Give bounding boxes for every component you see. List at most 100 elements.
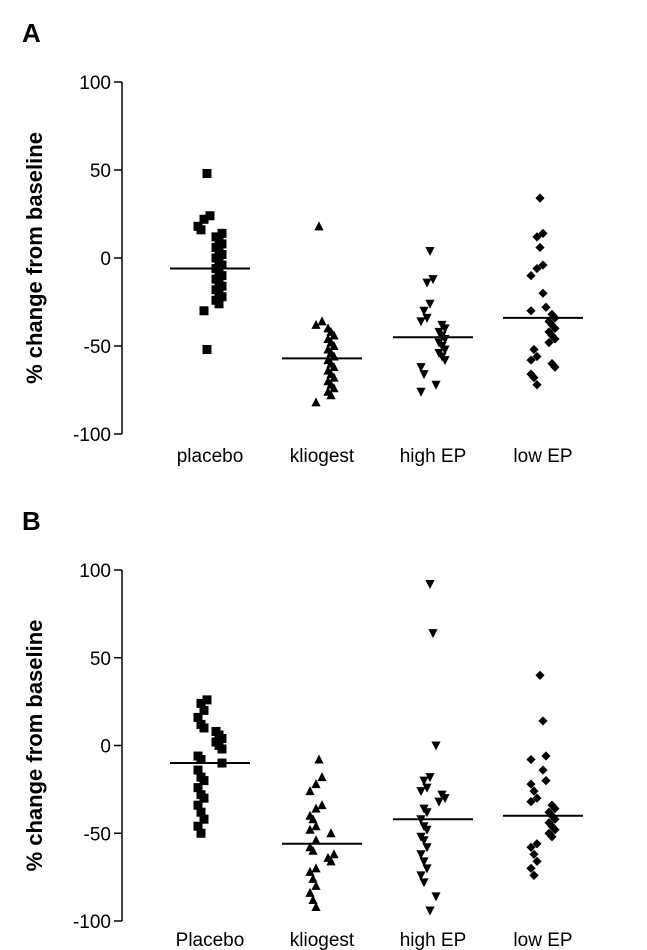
data-point <box>526 842 536 852</box>
y-tick-label: 50 <box>90 649 111 670</box>
data-point <box>538 716 548 726</box>
data-point <box>544 316 554 326</box>
data-point <box>416 787 426 797</box>
data-point <box>217 239 227 249</box>
data-point <box>541 302 551 312</box>
y-tick-label: -50 <box>84 337 111 358</box>
data-point <box>526 797 536 807</box>
data-point <box>202 345 212 355</box>
data-point <box>550 825 560 835</box>
data-point <box>196 698 206 708</box>
data-point <box>541 776 551 786</box>
data-point <box>440 345 450 355</box>
data-point <box>326 828 336 838</box>
y-tick-label: 0 <box>100 737 111 758</box>
x-category-label: placebo <box>177 446 244 467</box>
data-point <box>431 892 441 902</box>
data-point <box>535 193 545 203</box>
data-point <box>311 880 321 890</box>
data-point <box>422 843 432 853</box>
data-point <box>550 323 560 333</box>
panel-label: B <box>22 506 41 536</box>
data-point <box>311 821 321 831</box>
data-point <box>205 211 215 221</box>
data-point <box>428 275 438 285</box>
data-point <box>431 380 441 390</box>
data-point <box>428 629 438 639</box>
data-point <box>547 821 557 831</box>
x-category-label: low EP <box>513 446 572 467</box>
data-point <box>193 783 203 793</box>
data-point <box>199 793 209 803</box>
data-point <box>199 723 209 733</box>
data-point <box>202 169 212 179</box>
data-point <box>199 776 209 786</box>
data-point <box>419 857 429 867</box>
data-point <box>311 319 321 329</box>
data-point <box>199 705 209 715</box>
data-point <box>416 317 426 327</box>
data-point <box>526 306 536 316</box>
data-point <box>199 306 209 316</box>
data-point <box>529 373 539 383</box>
data-point <box>422 278 432 288</box>
data-point <box>422 808 432 818</box>
data-point <box>419 776 429 786</box>
data-point <box>535 242 545 253</box>
data-point <box>535 670 545 680</box>
x-category-label: kliogest <box>290 930 355 950</box>
data-point <box>422 864 432 874</box>
data-point <box>326 856 336 866</box>
data-point <box>440 356 450 366</box>
data-point <box>419 370 429 380</box>
data-point <box>419 836 429 846</box>
data-point <box>532 380 542 390</box>
y-tick-label: 0 <box>100 249 111 270</box>
data-point <box>526 271 536 281</box>
data-point <box>550 334 560 344</box>
data-point <box>425 580 435 590</box>
data-point <box>416 871 426 881</box>
data-point <box>434 797 444 807</box>
data-point <box>541 751 551 761</box>
chart-panel-b: B % change from baseline -100 -50 0 50 100 Plac… <box>22 506 583 950</box>
data-point <box>193 712 203 722</box>
data-point <box>440 794 450 804</box>
y-tick-label: -50 <box>84 824 111 845</box>
data-point <box>305 887 315 897</box>
data-point <box>329 362 339 372</box>
x-category-label: kliogest <box>290 446 355 467</box>
data-point <box>317 772 327 782</box>
data-point <box>193 800 203 810</box>
data-point <box>425 299 435 309</box>
data-point <box>538 260 548 270</box>
data-point <box>317 316 327 326</box>
data-point <box>547 800 557 810</box>
data-point <box>329 383 339 393</box>
data-point <box>317 800 327 810</box>
y-tick-label: 100 <box>79 561 111 582</box>
data-point <box>544 818 554 828</box>
data-point <box>329 330 339 340</box>
y-tick-label: -100 <box>73 425 111 446</box>
data-point <box>538 765 548 775</box>
data-point <box>538 288 548 298</box>
data-point <box>196 828 206 838</box>
data-point <box>217 733 227 743</box>
data-point <box>199 814 209 824</box>
data-point <box>329 849 339 859</box>
data-point <box>308 845 318 855</box>
data-point <box>305 824 315 834</box>
data-point <box>425 246 435 256</box>
data-point <box>305 786 315 796</box>
data-point <box>526 754 536 765</box>
data-point <box>419 306 429 316</box>
data-point <box>416 850 426 860</box>
data-point <box>532 856 542 866</box>
data-point <box>193 765 203 775</box>
data-point <box>529 786 539 796</box>
data-point <box>547 832 557 842</box>
data-point <box>308 894 318 904</box>
data-point <box>217 271 227 281</box>
